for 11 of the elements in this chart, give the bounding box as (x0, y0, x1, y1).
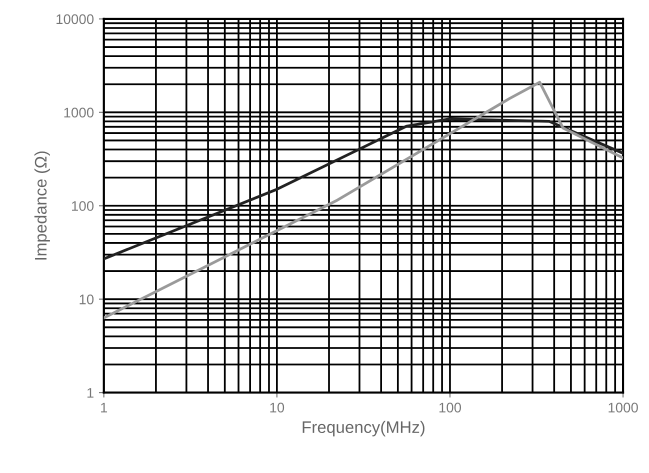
x-tick-label: 10 (270, 402, 284, 413)
y-tick-label: 10 (80, 294, 94, 304)
y-tick-label: 1 (87, 388, 94, 398)
y-tick-label: 10000 (56, 14, 94, 24)
y-tick-label: 100 (72, 201, 94, 211)
x-tick-label: 1000 (608, 402, 638, 413)
x-tick-label: 100 (439, 402, 462, 413)
y-tick-label: 1000 (64, 108, 94, 118)
y-axis-title: Impedance (Ω) (34, 151, 50, 260)
x-tick-label: 1 (101, 402, 108, 412)
x-axis-title: Frequency(MHz) (302, 420, 424, 436)
